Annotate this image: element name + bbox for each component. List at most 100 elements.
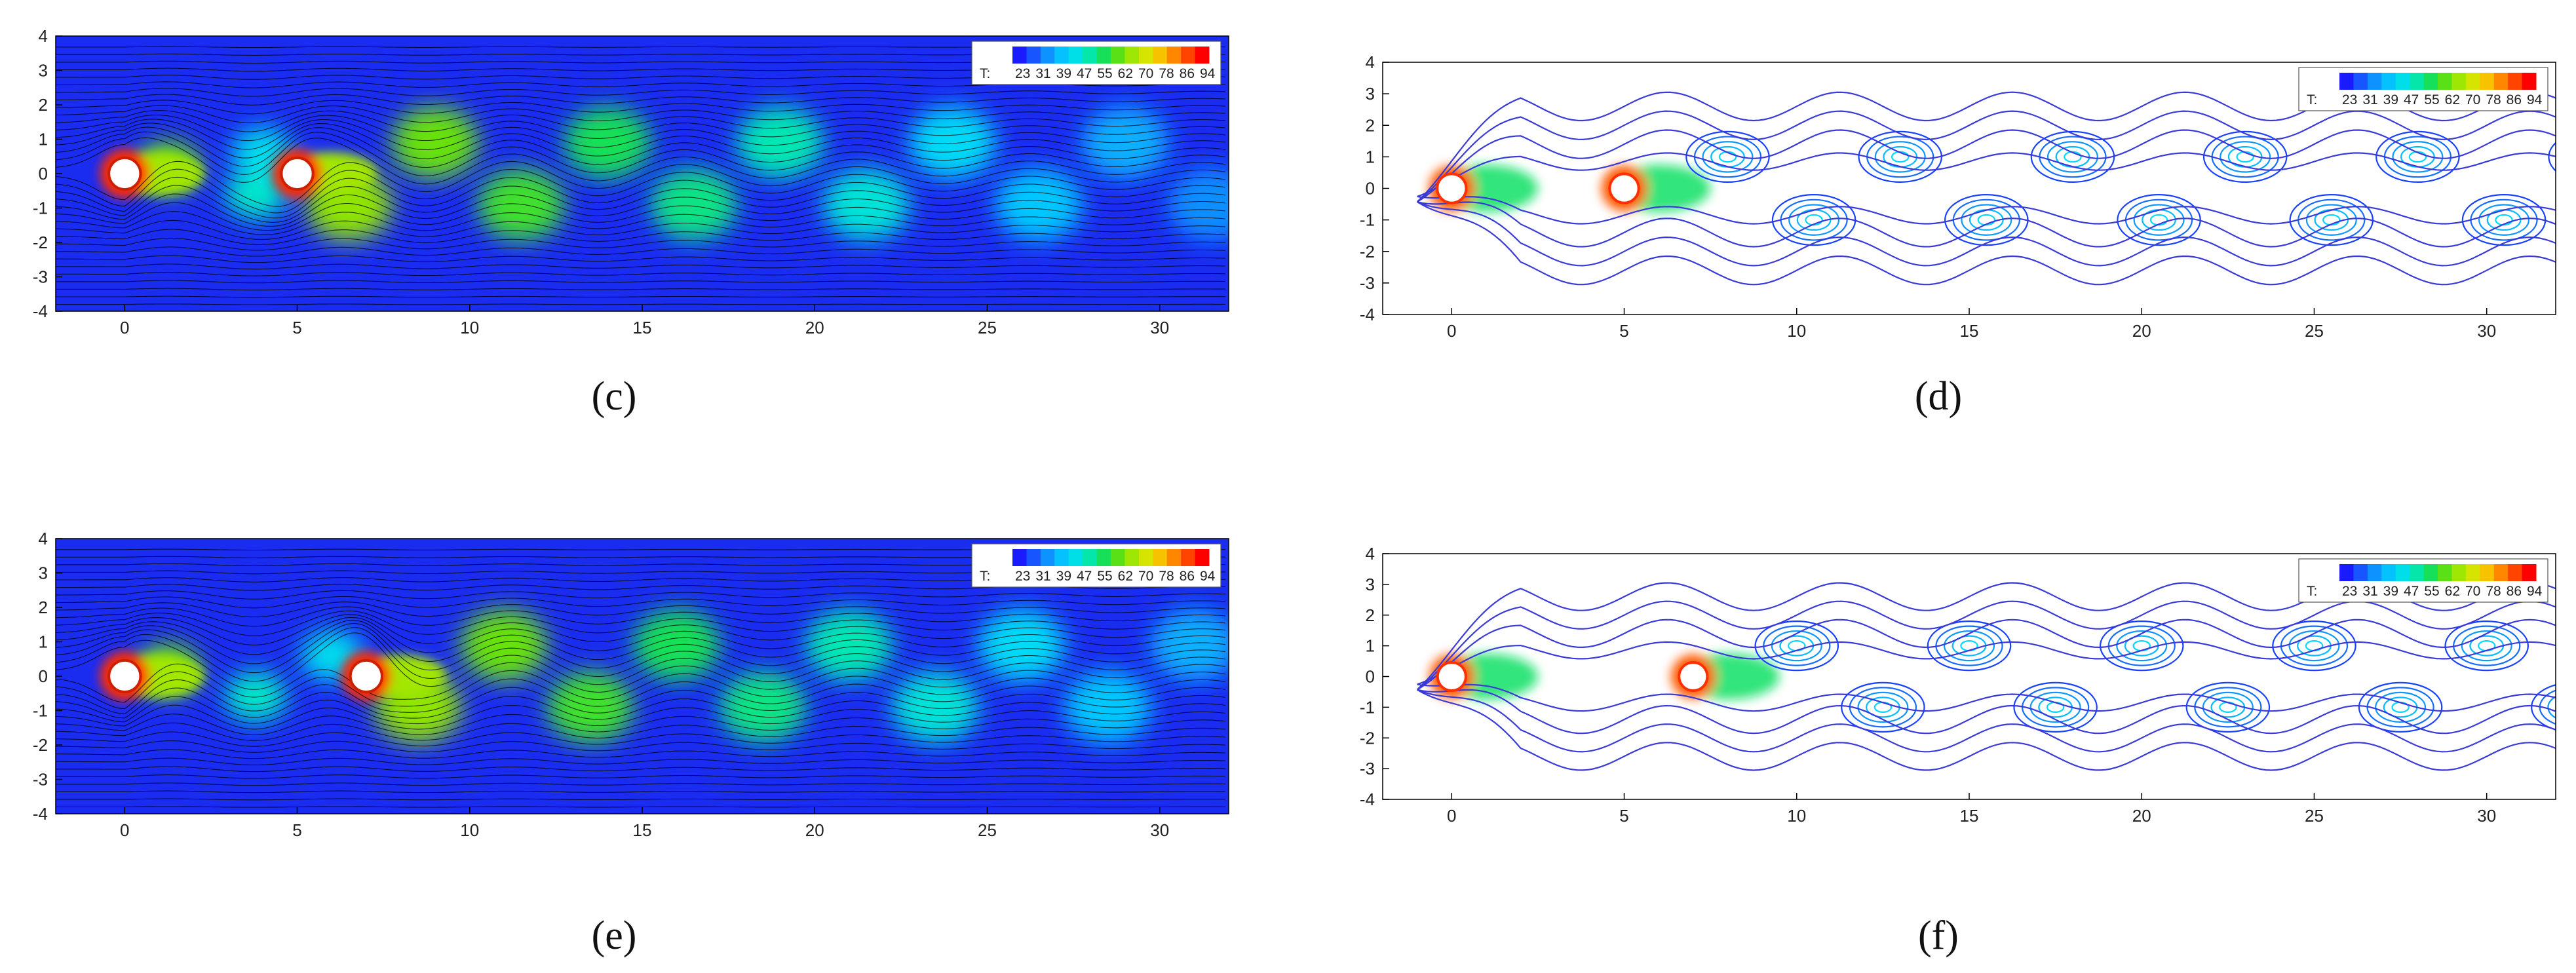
- legend-f: T: 23 31 39 47 55 62 70 78 86 94: [2298, 558, 2548, 603]
- x-tick-label: 20: [805, 820, 824, 840]
- legend-d: T: 23 31 39 47 55 62 70 78 86 94: [2298, 67, 2548, 111]
- legend-swatch: [2423, 564, 2438, 581]
- legend-swatch: [1054, 549, 1069, 566]
- legend-value: 23: [2342, 92, 2357, 107]
- legend-swatch: [1026, 549, 1041, 566]
- x-tick-label: 5: [292, 318, 301, 337]
- legend-value: 47: [1077, 66, 1092, 81]
- x-tick-label: 0: [1447, 806, 1456, 826]
- contour-ring: [1977, 214, 1996, 226]
- label-c: (c): [592, 374, 637, 419]
- vortex-blob: [564, 106, 651, 179]
- y-tick-label: 4: [39, 26, 48, 46]
- legend-swatch: [1166, 47, 1182, 64]
- legend-value: 94: [2527, 584, 2543, 599]
- legend-swatch: [2451, 73, 2467, 90]
- streamline: [56, 105, 1225, 123]
- streamlines: [56, 548, 1225, 808]
- contour-ring: [1754, 620, 1839, 672]
- x-tick-label: 0: [1447, 321, 1456, 341]
- contour-ring: [1702, 141, 1754, 173]
- legend-value: 94: [2527, 92, 2543, 107]
- legend-value: 70: [2465, 584, 2480, 599]
- legend-value: 47: [2404, 92, 2419, 107]
- y-tick-label: -2: [1360, 242, 1375, 261]
- contour-ring: [2557, 137, 2576, 178]
- y-tick-label: 1: [1366, 147, 1375, 166]
- legend-value: 23: [1015, 66, 1030, 81]
- legend-value: 86: [2507, 584, 2522, 599]
- contour-ring: [2555, 706, 2556, 708]
- streamline: [56, 303, 1225, 305]
- streamline: [56, 185, 1225, 223]
- envelope-contour: [1417, 689, 2556, 771]
- streamline: [56, 614, 1225, 645]
- streamline: [56, 722, 1225, 741]
- envelope-contour: [1417, 683, 2556, 712]
- streamline: [56, 131, 1225, 177]
- x-tick-label: 15: [1960, 806, 1979, 826]
- legend-value: 62: [1118, 66, 1133, 81]
- legend-swatch: [1111, 549, 1125, 566]
- y-tick-label: -1: [1360, 210, 1375, 230]
- label-f: (f): [1918, 913, 1959, 958]
- streamline: [56, 714, 1225, 736]
- streamline: [56, 88, 1225, 97]
- legend-value: 31: [1035, 66, 1050, 81]
- x-tick-label: 5: [1619, 806, 1628, 826]
- legend-swatch: [1068, 549, 1083, 566]
- streamline: [56, 620, 1225, 664]
- streamline: [56, 617, 1225, 655]
- contour-ring: [2566, 142, 2576, 172]
- legend-swatch: [2465, 564, 2480, 581]
- streamline: [56, 740, 1225, 753]
- streamline: [56, 110, 1225, 132]
- legend-swatch: [2493, 564, 2509, 581]
- legend-value: 86: [2507, 92, 2522, 107]
- streamline: [56, 766, 1225, 773]
- contour-ring: [1927, 620, 2012, 672]
- legend-value: 31: [2362, 92, 2377, 107]
- x-tick-label: 25: [978, 820, 997, 840]
- x-tick-label: 30: [1150, 820, 1169, 840]
- x-tick-label: 25: [2305, 806, 2324, 826]
- y-tick-label: -4: [33, 301, 48, 321]
- x-tick-label: 25: [978, 318, 997, 337]
- y-tick-label: 2: [1366, 115, 1375, 135]
- legend-swatch: [2465, 73, 2480, 90]
- cylinder-1: [107, 658, 142, 694]
- y-tick-label: 1: [39, 130, 48, 149]
- x-tick-label: 0: [120, 318, 129, 337]
- y-tick-label: -1: [33, 701, 48, 721]
- streamline: [56, 687, 1225, 719]
- contour-ring: [2531, 684, 2556, 731]
- plot-area-d: [1383, 62, 2576, 315]
- vortex-blob: [633, 609, 720, 681]
- streamline: [56, 255, 1225, 263]
- streamline: [56, 601, 1225, 618]
- legend-value: 78: [1159, 569, 1174, 584]
- y-tick-label: -3: [33, 267, 48, 287]
- legend-value: 70: [1138, 569, 1153, 584]
- streamline: [56, 193, 1225, 227]
- streamline: [56, 610, 1225, 636]
- streamline: [56, 137, 1225, 185]
- contour-ring: [2047, 141, 2098, 173]
- y-tick-label: 1: [1366, 636, 1375, 656]
- y-tick-label: 3: [1366, 575, 1375, 594]
- streamline: [56, 596, 1225, 609]
- x-tick-label: 15: [1960, 321, 1979, 341]
- legend-swatch: [2367, 73, 2382, 90]
- y-tick-label: -3: [33, 770, 48, 790]
- streamline: [56, 731, 1225, 747]
- streamline: [56, 246, 1225, 257]
- label-e: (e): [592, 913, 637, 958]
- legend-value: 70: [2465, 92, 2480, 107]
- cylinder-1: [1436, 172, 1468, 204]
- contour-ring: [2392, 141, 2444, 173]
- streamline: [56, 229, 1225, 245]
- legend-swatch: [2410, 73, 2425, 90]
- legend-value: 55: [2424, 584, 2439, 599]
